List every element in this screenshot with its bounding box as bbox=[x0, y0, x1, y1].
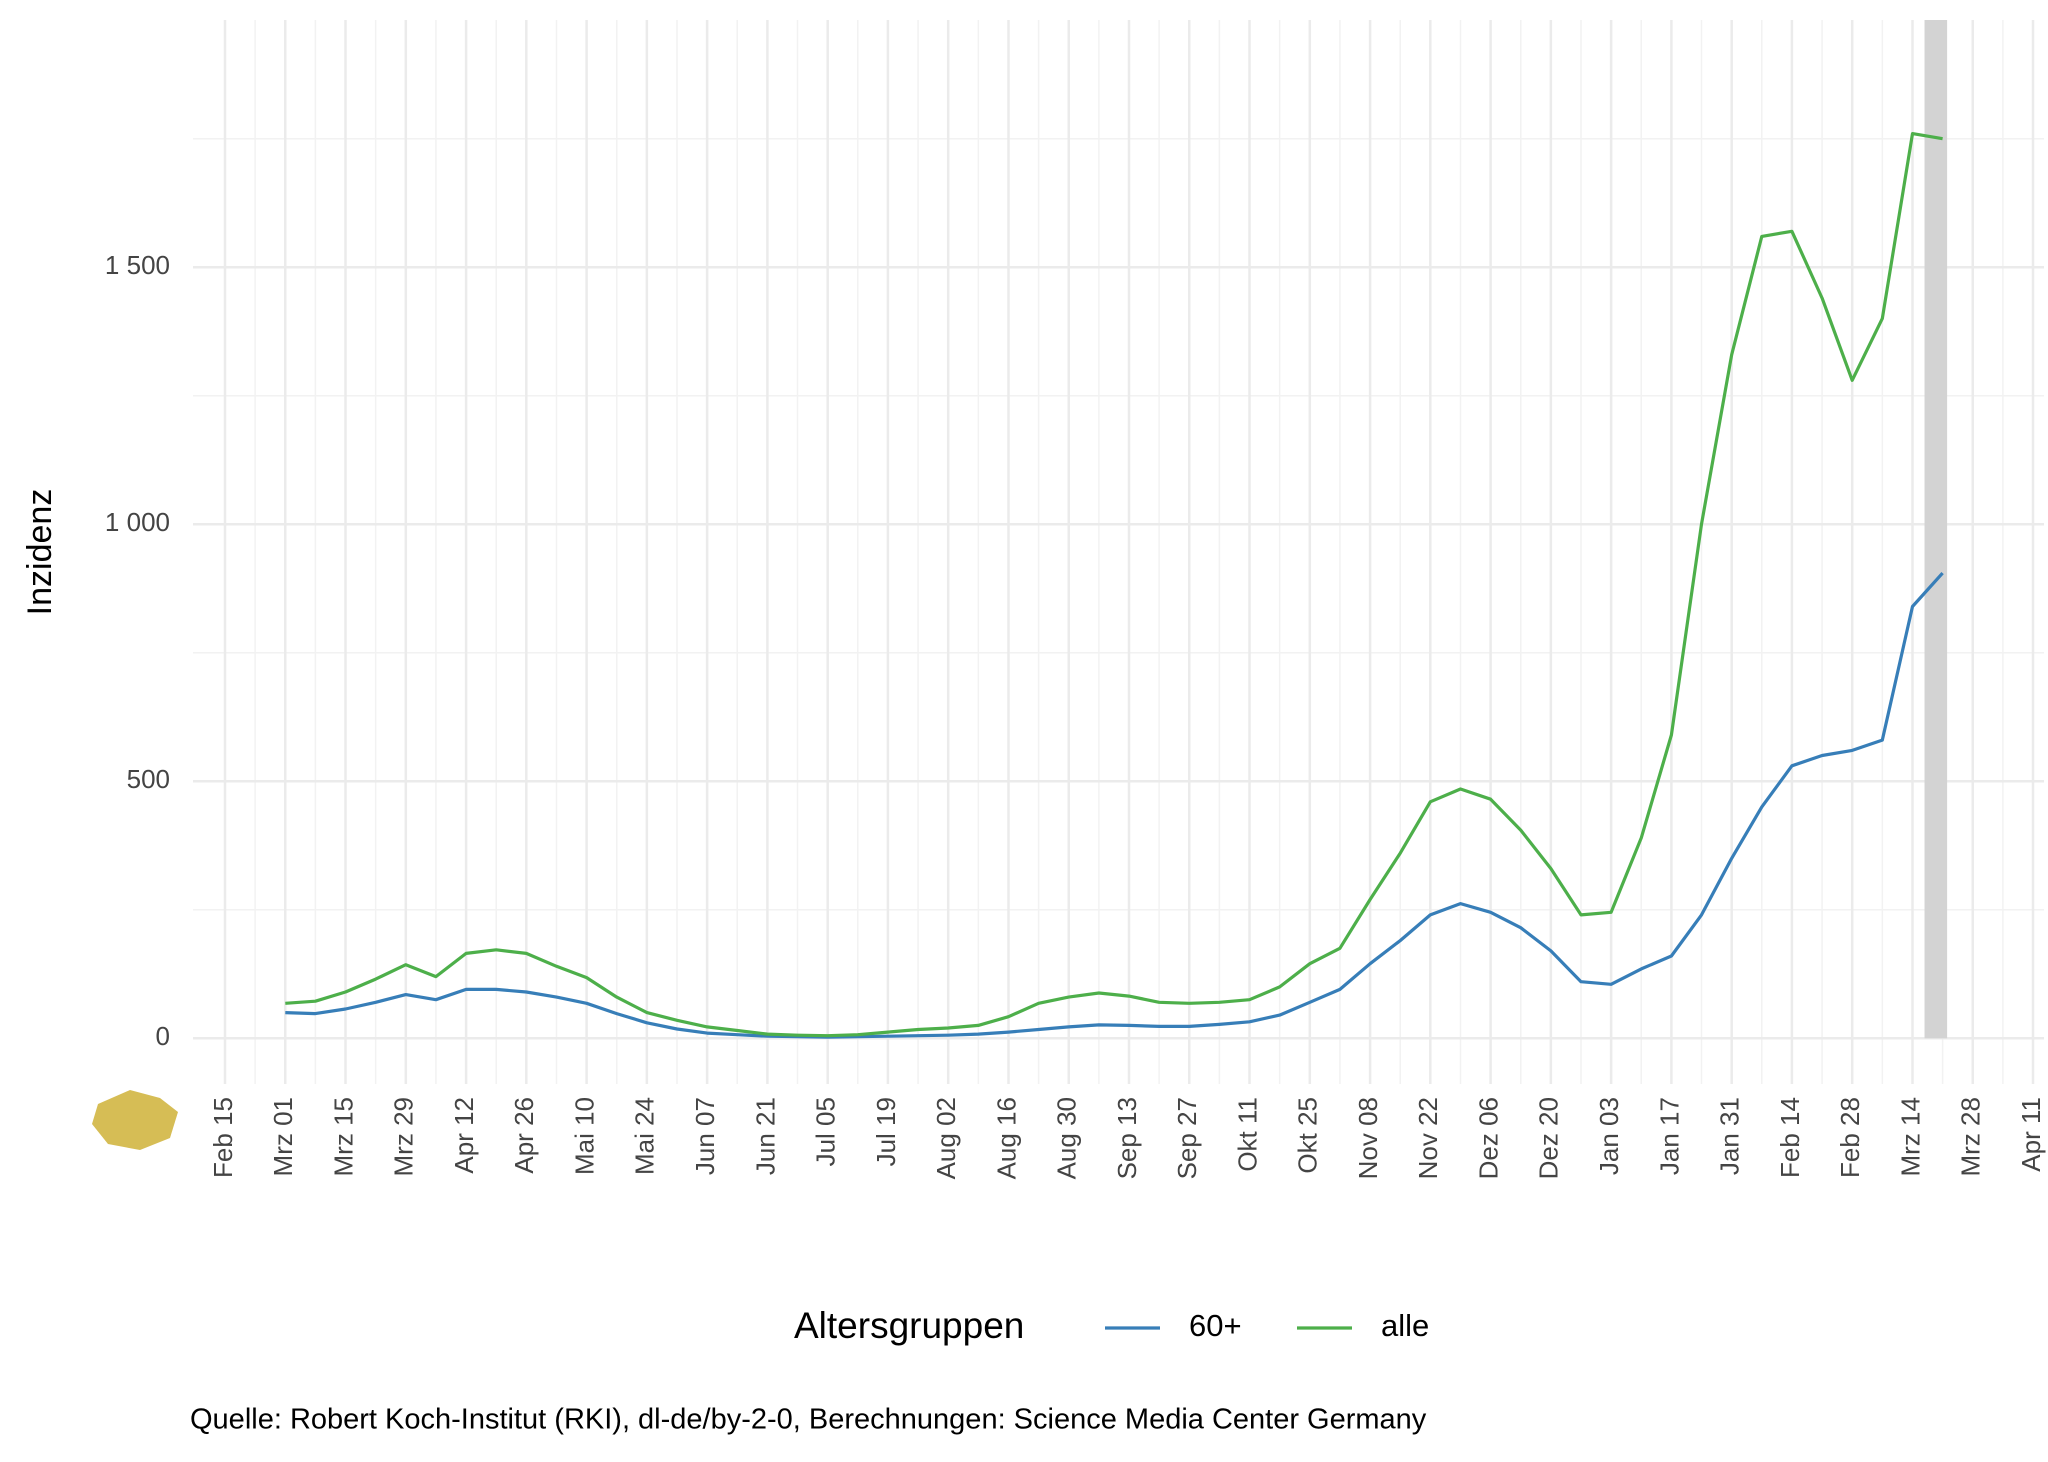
y-tick-label: 1 000 bbox=[105, 507, 170, 537]
x-tick-label: Mai 24 bbox=[630, 1097, 660, 1175]
x-tick-label: Okt 25 bbox=[1293, 1097, 1323, 1174]
x-tick-label: Dez 06 bbox=[1473, 1097, 1503, 1179]
x-tick-label: Sep 13 bbox=[1112, 1097, 1142, 1179]
x-tick-label: Sep 27 bbox=[1172, 1097, 1202, 1179]
line-series bbox=[285, 132, 1943, 1038]
x-tick-label: Aug 30 bbox=[1052, 1097, 1082, 1179]
x-tick-label: Feb 15 bbox=[208, 1097, 238, 1178]
x-tick-label: Apr 26 bbox=[509, 1097, 539, 1174]
x-tick-label: Jul 19 bbox=[871, 1097, 901, 1166]
grid bbox=[193, 20, 2044, 1084]
x-tick-label: Jun 21 bbox=[750, 1097, 780, 1175]
x-tick-label: Nov 22 bbox=[1413, 1097, 1443, 1179]
x-tick-label: Feb 28 bbox=[1835, 1097, 1865, 1178]
y-axis-title: Inzidenz bbox=[21, 489, 59, 616]
y-tick-label: 0 bbox=[156, 1021, 170, 1051]
highlight-band bbox=[1924, 20, 1948, 1039]
x-tick-label: Dez 20 bbox=[1534, 1097, 1564, 1179]
x-tick-label: Aug 16 bbox=[991, 1097, 1021, 1179]
x-tick-label: Nov 08 bbox=[1353, 1097, 1383, 1179]
y-tick-label: 1 500 bbox=[105, 250, 170, 280]
x-tick-label: Mrz 15 bbox=[328, 1097, 358, 1176]
legend-label: alle bbox=[1381, 1308, 1429, 1343]
x-tick-label: Jan 17 bbox=[1654, 1097, 1684, 1175]
line-series bbox=[285, 572, 1944, 1039]
x-tick-label: Jul 05 bbox=[811, 1097, 841, 1166]
x-tick-label: Mai 10 bbox=[569, 1097, 599, 1175]
legend-label: 60+ bbox=[1189, 1308, 1242, 1343]
x-tick-label: Mrz 29 bbox=[389, 1097, 419, 1176]
x-tick-label: Jun 07 bbox=[690, 1097, 720, 1175]
x-tick-label: Apr 11 bbox=[2016, 1097, 2046, 1172]
x-tick-label: Mrz 28 bbox=[1956, 1097, 1986, 1176]
caption: Quelle: Robert Koch-Institut (RKI), dl-d… bbox=[190, 1404, 1427, 1436]
y-tick-label: 500 bbox=[127, 764, 170, 794]
x-tick-label: Mrz 01 bbox=[268, 1097, 298, 1176]
x-tick-label: Apr 12 bbox=[449, 1097, 479, 1174]
x-tick-label: Mrz 14 bbox=[1895, 1097, 1925, 1176]
logo bbox=[92, 1090, 178, 1150]
x-tick-label: Jan 03 bbox=[1594, 1097, 1624, 1175]
x-tick-label: Aug 02 bbox=[931, 1097, 961, 1179]
x-tick-label: Feb 14 bbox=[1775, 1097, 1805, 1178]
x-tick-label: Jan 31 bbox=[1715, 1097, 1745, 1175]
legend-title: Altersgruppen bbox=[794, 1305, 1024, 1346]
x-tick-label: Okt 11 bbox=[1232, 1097, 1262, 1172]
plot-area bbox=[285, 20, 1948, 1039]
